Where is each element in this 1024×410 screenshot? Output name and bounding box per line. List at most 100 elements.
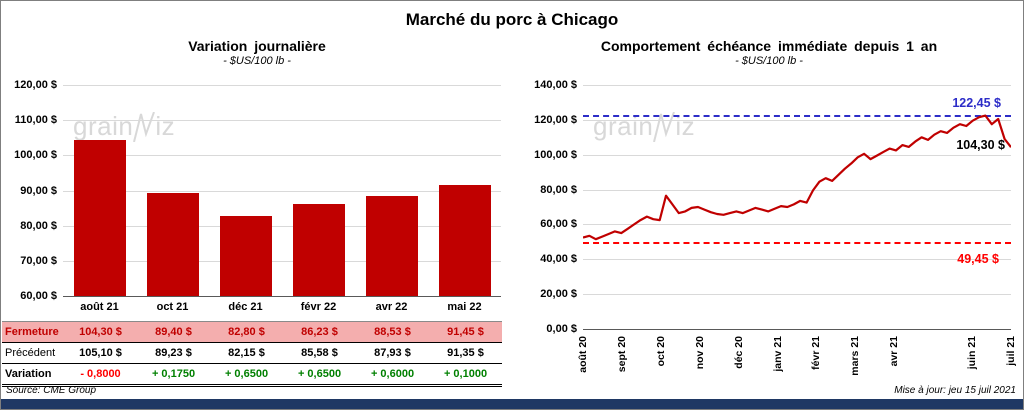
y-axis-tick-label: 20,00 $	[540, 288, 577, 301]
bar-plot	[63, 85, 501, 297]
x-axis-month-label: oct 20	[654, 336, 667, 367]
x-axis-month-label: août 20	[577, 336, 589, 373]
reference-line-high	[583, 114, 1011, 117]
high-reference-annotation: 122,45 $	[952, 96, 1001, 110]
low-reference-annotation: 49,45 $	[957, 252, 999, 266]
table-cell: 86,23 $	[301, 326, 338, 338]
table-row-fermeture: Fermeture 104,30 $ 89,40 $ 82,80 $ 86,23 $ 88…	[2, 322, 502, 343]
table-row-precedent: Précédent 105,10 $ 89,23 $ 82,15 $ 85,58 $ 87…	[2, 343, 502, 364]
y-axis-tick-label: 100,00 $	[14, 149, 57, 162]
y-axis-tick-label: 100,00 $	[534, 148, 577, 161]
gridline	[63, 85, 501, 86]
bar-slot	[355, 85, 428, 296]
y-axis-tick-label: 60,00 $	[20, 290, 57, 302]
watermark-text-right: iz	[675, 111, 696, 141]
x-axis-category-label: avr 22	[375, 301, 408, 313]
price-line	[583, 114, 1011, 241]
page-title: Marché du porc à Chicago	[405, 10, 619, 29]
x-axis-month-label: janv 21	[771, 336, 784, 372]
gridline	[583, 294, 1011, 296]
bar-series	[63, 85, 501, 296]
source-text: Source: CME Group	[6, 385, 97, 396]
bar-déc 21	[219, 215, 272, 296]
y-axis-tick-label: 110,00 $	[14, 114, 57, 127]
x-axis-month-label: sept 20	[615, 336, 628, 373]
table-row-label: Fermeture	[5, 326, 59, 338]
grainwiz-watermark: grain iz	[73, 111, 175, 142]
bar-avr 22	[365, 195, 418, 296]
x-axis-month-label: déc 20	[732, 336, 745, 369]
gridline	[583, 85, 1011, 86]
table-cell: - 0,8000	[80, 368, 121, 380]
table-cell: 91,35 $	[447, 347, 484, 359]
grainwiz-zigzag-icon	[653, 111, 676, 142]
bar-oct 21	[146, 192, 199, 296]
gridline	[583, 224, 1011, 226]
table-cell: 104,30 $	[79, 326, 122, 338]
x-axis-month-label: nov 20	[693, 336, 706, 370]
y-axis-tick-label: 120,00 $	[14, 79, 57, 91]
y-axis-tick-label: 80,00 $	[20, 219, 57, 232]
table-cell: + 0,6000	[370, 368, 415, 380]
y-axis-tick-label: 70,00 $	[20, 254, 57, 267]
bar-x-labels: août 21 oct 21 déc 21 févr 22 avr 22 mai 22	[63, 301, 501, 313]
grainwiz-zigzag-icon	[133, 111, 156, 142]
gridline	[63, 225, 501, 227]
line-y-axis: 140,00 $ 120,00 $ 100,00 $ 80,00 $ 60,00 $ 40…	[517, 79, 577, 341]
y-axis-tick-label: 140,00 $	[534, 79, 577, 91]
x-axis-month-label: juin 21	[966, 336, 979, 370]
x-axis-month-label: juil 21	[1005, 336, 1017, 366]
table-cell: 88,53 $	[374, 326, 411, 338]
gridline	[63, 155, 501, 157]
gridline	[63, 260, 501, 262]
x-axis-category-label: mai 22	[447, 301, 482, 313]
bar-slot	[63, 85, 136, 296]
bar-slot	[209, 85, 282, 296]
gridline	[583, 154, 1011, 156]
gridline	[583, 189, 1011, 191]
summary-table: Fermeture 104,30 $ 89,40 $ 82,80 $ 86,23 $ 88…	[2, 321, 502, 387]
table-cell: 85,58 $	[301, 347, 338, 359]
line-chart-title: Comportement échéance immédiate depuis 1…	[600, 38, 938, 54]
table-cell: + 0,6500	[297, 368, 342, 380]
bar-chart-title: Variation journalière	[188, 38, 326, 54]
y-axis-tick-label: 0,00 $	[546, 323, 577, 335]
table-row-label: Précédent	[5, 347, 56, 359]
x-axis-category-label: déc 21	[228, 301, 263, 313]
bar-slot	[282, 85, 355, 296]
y-axis-tick-label: 120,00 $	[534, 113, 577, 126]
y-axis-tick-label: 60,00 $	[540, 218, 577, 231]
y-axis-tick-label: 40,00 $	[540, 253, 577, 266]
x-axis-category-label: févr 22	[300, 301, 337, 313]
footer-bar	[1, 399, 1023, 409]
gridline	[63, 190, 501, 192]
table-cell: 82,15 $	[228, 347, 265, 359]
table-cell: 87,93 $	[374, 347, 411, 359]
bar-chart-panel: Variation journalière - $US/100 lb - gra…	[1, 33, 513, 395]
gridline	[63, 120, 501, 122]
watermark-text-left: grain	[73, 111, 134, 141]
table-cell: 89,23 $	[155, 347, 192, 359]
bar-chart-subtitle: - $US/100 lb -	[223, 55, 291, 67]
bar-y-axis: 120,00 $ 110,00 $ 100,00 $ 90,00 $ 80,00 $ 70…	[1, 79, 57, 309]
table-cell: 105,10 $	[79, 347, 122, 359]
table-cell: 82,80 $	[228, 326, 265, 338]
table-cell: 89,40 $	[155, 326, 192, 338]
table-row-variation: Variation - 0,8000 + 0,1750 + 0,6500 + 0,650…	[2, 364, 502, 387]
reference-line-low	[583, 241, 1011, 244]
line-plot: 122,45 $ 104,30 $ 49,45 $	[583, 85, 1011, 330]
gridline	[583, 119, 1011, 121]
x-axis-month-label: mars 21	[849, 336, 862, 376]
gridline	[583, 259, 1011, 261]
bar-slot	[136, 85, 209, 296]
y-axis-tick-label: 80,00 $	[540, 183, 577, 196]
watermark-text-right: iz	[155, 111, 176, 141]
table-row-label: Variation	[5, 368, 52, 380]
x-axis-category-label: août 21	[80, 301, 119, 313]
table-cell: + 0,1750	[151, 368, 196, 380]
line-chart-panel: Comportement échéance immédiate depuis 1…	[513, 33, 1023, 395]
x-axis-month-label: avr 21	[888, 336, 901, 367]
bar-août 21	[73, 140, 126, 296]
y-axis-tick-label: 90,00 $	[20, 184, 57, 197]
